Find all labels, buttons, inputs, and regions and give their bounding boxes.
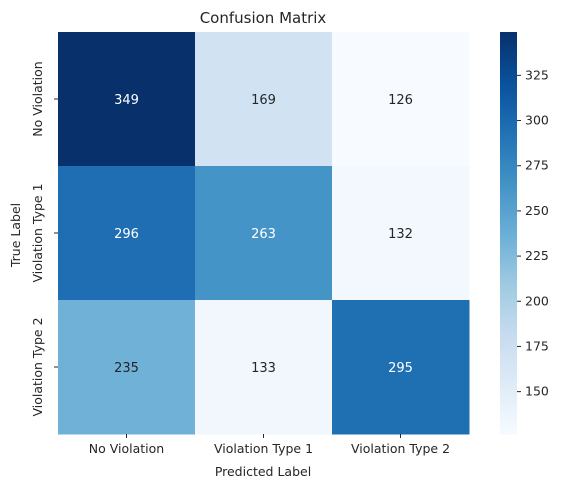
colorbar-tick-label: 300: [525, 113, 549, 128]
x-tick-label: Violation Type 2: [351, 441, 450, 456]
cell-value-label: 235: [114, 361, 139, 376]
y-tick-label: Violation Type 2: [30, 317, 45, 416]
y-axis-ticks: No Violation Violation Type 1 Violation Ty…: [30, 61, 58, 417]
heatmap-cell: [332, 166, 470, 301]
colorbar-tick-label: 175: [525, 338, 549, 353]
colorbar-tick-label: 225: [525, 248, 549, 263]
cell-value-label: 295: [388, 361, 413, 376]
y-tick-label: No Violation: [30, 61, 45, 136]
colorbar: [500, 32, 517, 435]
colorbar-tick-label: 275: [525, 158, 549, 173]
colorbar-ticks: 150 175 200 225 250 275 300 325: [517, 67, 549, 399]
x-tick-label: No Violation: [89, 441, 164, 456]
heatmap-cell: [195, 166, 333, 301]
cell-value-label: 349: [114, 93, 139, 108]
colorbar-tick-label: 250: [525, 203, 549, 218]
heatmap-cell: [332, 300, 470, 435]
heatmap-cell: [58, 32, 196, 167]
cell-value-label: 296: [114, 227, 139, 242]
colorbar-tick-label: 150: [525, 384, 549, 399]
x-axis-label: Predicted Label: [215, 464, 311, 479]
colorbar-tick-label: 200: [525, 293, 549, 308]
cell-annotations: 349 169 126 296 263 132 235 133 295: [114, 93, 413, 376]
heatmap-cell: [58, 166, 196, 301]
y-axis-label: True Label: [8, 203, 23, 268]
heatmap-cell: [332, 32, 470, 167]
cell-value-label: 263: [251, 227, 276, 242]
heatmap-cell: [195, 32, 333, 167]
heatmap-cells: [58, 32, 470, 435]
x-axis-ticks: No Violation Violation Type 1 Violation Ty…: [89, 434, 450, 456]
cell-value-label: 133: [251, 361, 276, 376]
heatmap-cell: [195, 300, 333, 435]
heatmap-cell: [58, 300, 196, 435]
x-tick-label: Violation Type 1: [214, 441, 313, 456]
cell-value-label: 132: [388, 227, 413, 242]
y-tick-label: Violation Type 1: [30, 183, 45, 282]
colorbar-tick-label: 325: [525, 67, 549, 82]
cell-value-label: 126: [388, 93, 413, 108]
cell-value-label: 169: [251, 93, 276, 108]
chart-title: Confusion Matrix: [200, 9, 327, 27]
